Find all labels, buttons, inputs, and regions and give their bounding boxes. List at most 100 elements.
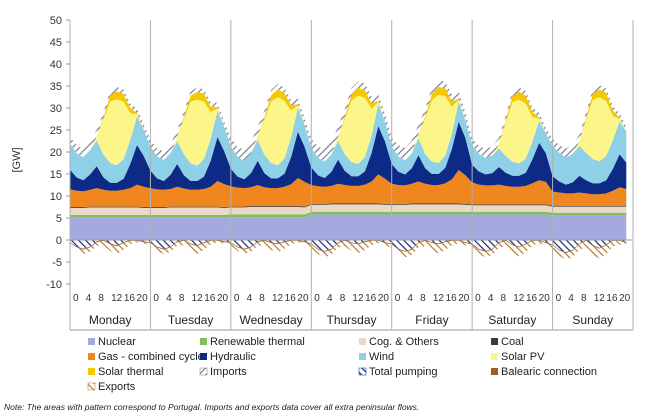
- legend-swatch: [200, 353, 207, 360]
- legend-label: Hydraulic: [210, 351, 256, 363]
- legend-label: Renewable thermal: [210, 336, 305, 348]
- footnote: Note: The areas with pattern correspond …: [4, 402, 419, 412]
- area-exports: [70, 240, 627, 260]
- x-tick-label: 4: [568, 293, 574, 304]
- x-tick-label: 20: [378, 293, 390, 304]
- legend-item-nuclear: Nuclear: [88, 336, 136, 348]
- areas-layer: [70, 80, 627, 260]
- x-tick-label: 4: [488, 293, 494, 304]
- y-tick-label: 25: [50, 125, 62, 137]
- legend-swatch: [491, 353, 498, 360]
- legend-label: Gas - combined cycle: [98, 351, 204, 363]
- x-tick-label: 4: [86, 293, 92, 304]
- x-tick-label: 16: [285, 293, 297, 304]
- area-hydraulic: [70, 121, 627, 195]
- y-axis-label: [GW]: [11, 147, 23, 172]
- day-label: Friday: [415, 313, 448, 327]
- day-label: Saturday: [488, 313, 536, 327]
- x-tick-label: 12: [192, 293, 204, 304]
- x-tick-label: 8: [340, 293, 346, 304]
- x-tick-label: 12: [352, 293, 364, 304]
- legend-item-cog-others: Cog. & Others: [359, 336, 439, 348]
- x-tick-label: 16: [526, 293, 538, 304]
- y-tick-label: 0: [56, 235, 62, 247]
- legend-item-wind: Wind: [359, 351, 394, 363]
- x-tick-label: 12: [433, 293, 445, 304]
- area-coal: [70, 203, 627, 208]
- area-renewable-thermal: [70, 211, 627, 218]
- legend-swatch: [88, 353, 95, 360]
- day-label: Sunday: [572, 313, 613, 327]
- x-tick-label: 8: [581, 293, 587, 304]
- day-label: Tuesday: [168, 313, 214, 327]
- x-tick-label: 8: [420, 293, 426, 304]
- x-tick-label: 0: [73, 293, 79, 304]
- legend-label: Solar PV: [501, 351, 545, 363]
- x-tick-label: 8: [501, 293, 507, 304]
- x-tick-label: 4: [327, 293, 333, 304]
- x-tick-label: 8: [179, 293, 185, 304]
- y-tick-label: 5: [56, 213, 62, 225]
- legend-item-hydraulic: Hydraulic: [200, 351, 256, 363]
- x-tick-label: 20: [539, 293, 551, 304]
- x-tick-label: 12: [513, 293, 525, 304]
- x-tick-label: 12: [272, 293, 284, 304]
- legend-swatch: [491, 338, 498, 345]
- x-tick-label: 16: [204, 293, 216, 304]
- y-tick-label: 30: [50, 103, 62, 115]
- x-tick-label: 4: [247, 293, 253, 304]
- legend-label: Exports: [98, 381, 136, 393]
- x-tick-label: 0: [475, 293, 481, 304]
- y-tick-label: 45: [50, 37, 62, 49]
- x-tick-label: 0: [234, 293, 240, 304]
- y-tick-label: 20: [50, 147, 62, 159]
- legend-item-renewable-thermal: Renewable thermal: [200, 336, 305, 348]
- y-tick-label: -5: [52, 257, 62, 269]
- y-tick-label: 10: [50, 191, 62, 203]
- area-solar-pv: [70, 94, 627, 166]
- legend-label: Total pumping: [369, 366, 438, 378]
- x-tick-label: 12: [594, 293, 606, 304]
- legend-item-coal: Coal: [491, 336, 524, 348]
- x-tick-label: 0: [314, 293, 320, 304]
- y-tick-label: 15: [50, 169, 62, 181]
- legend-item-imports: Imports: [199, 366, 247, 378]
- legend-swatch: [491, 368, 498, 375]
- legend: Nuclear Renewable thermal Cog. & Others Coa…: [87, 336, 597, 393]
- day-label: Thursday: [326, 313, 376, 327]
- legend-label: Solar thermal: [98, 366, 163, 378]
- legend-label: Nuclear: [98, 336, 136, 348]
- legend-swatch: [87, 382, 96, 391]
- legend-item-solar-thermal: Solar thermal: [88, 366, 163, 378]
- x-tick-label: 20: [619, 293, 631, 304]
- x-tick-label: 8: [98, 293, 104, 304]
- area-gas-combined-cycle: [70, 170, 627, 207]
- area-total-pumping: [70, 240, 627, 253]
- x-tick-label: 20: [458, 293, 470, 304]
- legend-item-exports: Exports: [87, 381, 136, 393]
- area-wind: [70, 101, 627, 185]
- x-tick-label: 20: [217, 293, 229, 304]
- x-tick-label: 0: [395, 293, 401, 304]
- x-tick-label: 8: [259, 293, 265, 304]
- legend-item-gas-combined-cycle: Gas - combined cycle: [88, 351, 204, 363]
- x-tick-label: 4: [166, 293, 172, 304]
- legend-label: Coal: [501, 336, 524, 348]
- y-tick-label: -10: [46, 279, 62, 291]
- area-nuclear: [70, 214, 627, 240]
- area-solar-thermal: [70, 86, 627, 162]
- day-label: Monday: [89, 313, 132, 327]
- area-imports: [70, 80, 627, 162]
- x-tick-label: 16: [124, 293, 136, 304]
- legend-swatch: [199, 367, 208, 376]
- x-tick-label: 0: [556, 293, 562, 304]
- x-tick-label: 16: [446, 293, 458, 304]
- legend-item-solar-pv: Solar PV: [491, 351, 545, 363]
- y-tick-label: 40: [50, 59, 62, 71]
- legend-swatch: [88, 338, 95, 345]
- y-tick-label: 35: [50, 81, 62, 93]
- x-tick-label: 20: [297, 293, 309, 304]
- legend-swatch: [200, 338, 207, 345]
